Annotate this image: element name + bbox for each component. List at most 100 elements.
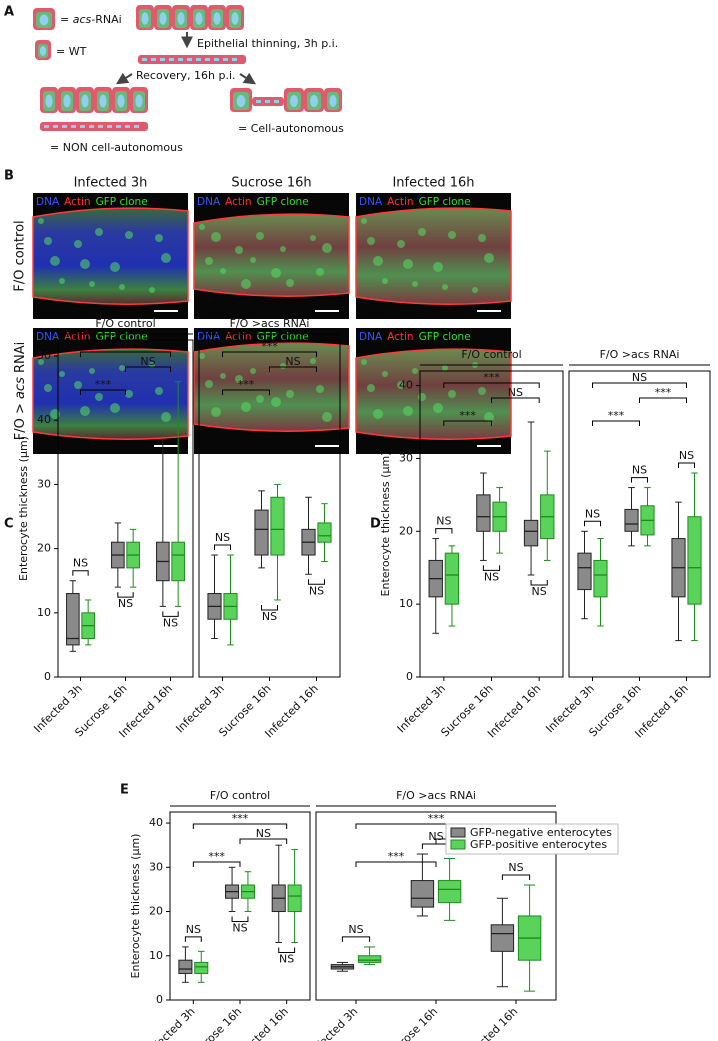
channel-label: DNA bbox=[197, 196, 221, 208]
bracket bbox=[584, 520, 601, 527]
nucleus bbox=[213, 12, 221, 25]
cell-blob bbox=[250, 257, 256, 263]
cell-blob bbox=[418, 228, 426, 236]
bracket bbox=[678, 462, 695, 468]
thin-nucleus bbox=[80, 125, 85, 128]
y-axis-label: Enterocyte thickness (µm) bbox=[379, 452, 392, 597]
significance: NS bbox=[632, 371, 647, 384]
cell-blob bbox=[95, 393, 103, 401]
significance: NS bbox=[679, 449, 694, 462]
nucleus bbox=[195, 12, 203, 25]
cell-blob bbox=[74, 381, 82, 389]
bracket bbox=[239, 838, 288, 844]
channel-label: GFP clone bbox=[419, 331, 471, 343]
significance: *** bbox=[655, 386, 672, 399]
cell-blob bbox=[125, 231, 133, 239]
x-tick-label: Infected 16h bbox=[233, 1005, 291, 1041]
cell-blob bbox=[448, 231, 456, 239]
cell-blob bbox=[161, 412, 171, 422]
y-tick-label: 50 bbox=[37, 349, 51, 362]
thin-nucleus bbox=[160, 58, 165, 61]
box bbox=[171, 541, 185, 582]
box bbox=[357, 955, 382, 963]
bracket bbox=[435, 528, 453, 534]
bracket bbox=[80, 389, 126, 395]
cell-blob bbox=[235, 246, 243, 254]
thin-nucleus bbox=[256, 100, 261, 103]
cell-blob bbox=[44, 384, 52, 392]
significance: NS bbox=[163, 616, 178, 629]
cell-blob bbox=[484, 253, 494, 263]
y-tick-label: 20 bbox=[399, 524, 413, 537]
step-label: Epithelial thinning, 3h p.i. bbox=[197, 37, 338, 50]
thin-nucleus bbox=[44, 125, 49, 128]
thin-nucleus bbox=[107, 125, 112, 128]
channel-label: GFP clone bbox=[96, 196, 148, 208]
nucleus bbox=[135, 94, 143, 108]
cell-blob bbox=[271, 268, 281, 278]
cell-blob bbox=[286, 390, 294, 398]
channel-label: DNA bbox=[359, 196, 383, 208]
significance: *** bbox=[208, 850, 225, 863]
box bbox=[593, 559, 608, 598]
thin-nucleus bbox=[116, 125, 121, 128]
bracket bbox=[192, 861, 241, 867]
cell-blob bbox=[478, 387, 486, 395]
x-tick-label: Infected 16h bbox=[462, 1005, 520, 1041]
channel-label: GFP clone bbox=[257, 196, 309, 208]
bracket bbox=[269, 366, 317, 372]
cell-blob bbox=[119, 365, 125, 371]
cell-blob bbox=[50, 256, 60, 266]
panel-label: C bbox=[4, 517, 14, 532]
cell-blob bbox=[125, 390, 133, 398]
bracket bbox=[491, 397, 540, 403]
cell-blob bbox=[235, 375, 243, 383]
significance: *** bbox=[238, 378, 255, 391]
bracket bbox=[639, 397, 687, 403]
cell-blob bbox=[373, 256, 383, 266]
cell-blob bbox=[448, 390, 456, 398]
box bbox=[687, 516, 702, 605]
thin-nucleus bbox=[134, 125, 139, 128]
cell-blob bbox=[161, 253, 171, 263]
cell-blob bbox=[119, 284, 125, 290]
schematic: = acs-RNAi = WT Epithelial thinning, 3h … bbox=[33, 5, 344, 154]
nucleus bbox=[45, 94, 53, 108]
cell-blob bbox=[442, 284, 448, 290]
arrow bbox=[239, 72, 257, 85]
thin-nucleus bbox=[274, 100, 279, 103]
cell-blob bbox=[89, 368, 95, 374]
bracket bbox=[117, 592, 134, 598]
subplot-title: F/O >acs RNAi bbox=[600, 348, 680, 361]
cell-blob bbox=[74, 240, 82, 248]
bracket bbox=[482, 565, 501, 571]
box bbox=[287, 884, 302, 913]
significance: NS bbox=[285, 355, 300, 368]
significance: NS bbox=[73, 557, 88, 570]
subplot-title: F/O control bbox=[95, 317, 155, 330]
channel-label: GFP clone bbox=[419, 196, 471, 208]
significance: NS bbox=[532, 585, 547, 598]
key-label: = acs-RNAi bbox=[60, 13, 122, 26]
significance: *** bbox=[483, 371, 500, 384]
cell-blob bbox=[367, 237, 375, 245]
significance: *** bbox=[608, 409, 625, 422]
row-label: F/O > acs RNAi bbox=[13, 342, 28, 441]
bracket bbox=[443, 420, 492, 426]
bracket bbox=[162, 611, 179, 617]
thin-nucleus bbox=[232, 58, 237, 61]
subplot-title: F/O >acs RNAi bbox=[230, 317, 310, 330]
cell-blob bbox=[382, 371, 388, 377]
thin-nucleus bbox=[196, 58, 201, 61]
micrographs: F/O control F/O > acs RNAi Infected 3h DN… bbox=[13, 176, 512, 454]
y-tick-label: 10 bbox=[37, 606, 51, 619]
bracket bbox=[261, 604, 278, 611]
y-tick-label: 0 bbox=[156, 993, 163, 1006]
cell-blob bbox=[412, 368, 418, 374]
y-axis-label: Enterocyte thickness (µm) bbox=[129, 834, 142, 979]
cell-blob bbox=[89, 281, 95, 287]
significance: NS bbox=[508, 386, 523, 399]
cell-blob bbox=[220, 373, 226, 379]
tissue bbox=[355, 348, 512, 440]
